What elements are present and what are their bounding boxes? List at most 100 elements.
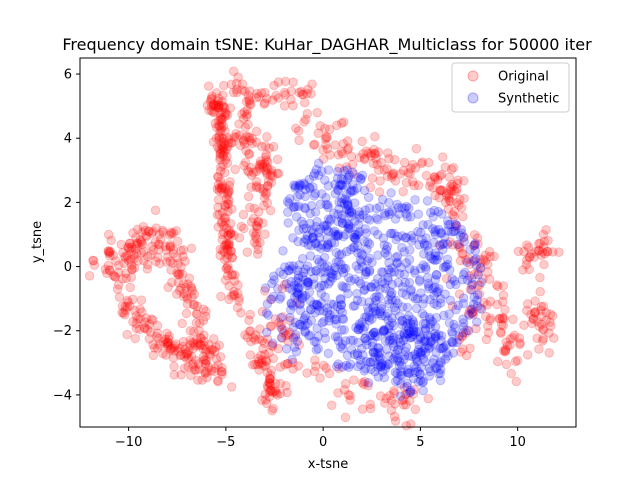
scatter-point-original bbox=[265, 321, 276, 332]
scatter-point-original bbox=[330, 140, 341, 150]
scatter-point-synthetic bbox=[430, 333, 441, 344]
scatter-point-original bbox=[410, 163, 421, 173]
scatter-point-synthetic bbox=[365, 331, 376, 341]
scatter-point-original bbox=[372, 159, 382, 170]
scatter-point-original bbox=[469, 230, 480, 240]
scatter-point-original bbox=[237, 85, 247, 95]
scatter-point-synthetic bbox=[321, 224, 332, 235]
scatter-point-original bbox=[215, 154, 225, 165]
y-tick-label: 4 bbox=[64, 132, 72, 147]
scatter-point-original bbox=[139, 255, 149, 266]
scatter-point-synthetic bbox=[403, 368, 414, 379]
scatter-point-original bbox=[423, 393, 434, 404]
scatter-point-original bbox=[326, 400, 337, 411]
scatter-point-original bbox=[290, 332, 301, 342]
scatter-point-original bbox=[216, 218, 227, 228]
scatter-point-original bbox=[237, 109, 247, 119]
scatter-point-original bbox=[236, 221, 247, 232]
scatter-point-original bbox=[233, 280, 243, 290]
scatter-point-original bbox=[123, 297, 133, 308]
scatter-point-synthetic bbox=[347, 186, 358, 196]
scatter-point-synthetic bbox=[338, 282, 349, 292]
scatter-point-synthetic bbox=[337, 193, 347, 204]
scatter-point-synthetic bbox=[339, 325, 350, 335]
scatter-point-original bbox=[202, 372, 212, 383]
scatter-point-synthetic bbox=[439, 310, 449, 321]
scatter-point-original bbox=[518, 265, 528, 275]
scatter-point-original bbox=[366, 151, 376, 161]
scatter-point-synthetic bbox=[385, 335, 395, 345]
scatter-point-original bbox=[148, 226, 158, 237]
scatter-point-original bbox=[166, 343, 177, 354]
scatter-point-original bbox=[223, 134, 234, 145]
scatter-point-original bbox=[280, 90, 291, 100]
scatter-point-original bbox=[524, 252, 535, 263]
scatter-point-synthetic bbox=[324, 312, 334, 323]
scatter-point-original bbox=[252, 221, 262, 232]
scatter-point-synthetic bbox=[470, 246, 481, 256]
scatter-point-original bbox=[226, 228, 236, 238]
scatter-point-original bbox=[172, 268, 182, 278]
scatter-point-original bbox=[104, 247, 115, 258]
scatter-point-original bbox=[167, 277, 177, 288]
scatter-point-synthetic bbox=[393, 231, 403, 242]
scatter-point-original bbox=[149, 343, 160, 353]
scatter-point-original bbox=[541, 225, 551, 235]
scatter-point-original bbox=[227, 137, 237, 148]
scatter-point-original bbox=[265, 170, 276, 181]
scatter-point-synthetic bbox=[370, 306, 381, 316]
scatter-point-synthetic bbox=[457, 274, 468, 285]
scatter-point-original bbox=[193, 359, 204, 369]
scatter-point-synthetic bbox=[440, 289, 450, 300]
series-original bbox=[84, 66, 564, 431]
scatter-point-original bbox=[360, 376, 370, 387]
scatter-point-original bbox=[224, 281, 234, 291]
scatter-point-original bbox=[199, 341, 209, 351]
scatter-point-original bbox=[321, 363, 331, 373]
scatter-point-original bbox=[261, 189, 271, 200]
scatter-point-original bbox=[129, 305, 140, 316]
scatter-point-original bbox=[219, 213, 230, 224]
scatter-point-synthetic bbox=[306, 304, 316, 315]
scatter-point-original bbox=[120, 309, 130, 320]
scatter-point-synthetic bbox=[374, 355, 385, 365]
scatter-point-synthetic bbox=[353, 220, 364, 230]
scatter-point-original bbox=[538, 301, 549, 312]
scatter-point-synthetic bbox=[323, 279, 334, 289]
scatter-point-synthetic bbox=[344, 170, 355, 181]
scatter-point-original bbox=[315, 121, 326, 131]
scatter-point-original bbox=[152, 328, 163, 339]
scatter-point-original bbox=[185, 340, 195, 350]
scatter-point-original bbox=[245, 99, 255, 109]
scatter-point-original bbox=[222, 253, 232, 264]
scatter-point-original bbox=[450, 222, 460, 232]
scatter-point-synthetic bbox=[417, 308, 428, 319]
scatter-point-original bbox=[262, 198, 273, 208]
scatter-point-original bbox=[345, 390, 355, 401]
scatter-point-original bbox=[130, 333, 140, 344]
scatter-point-synthetic bbox=[400, 277, 411, 288]
scatter-point-synthetic bbox=[413, 209, 424, 219]
scatter-point-original bbox=[220, 107, 230, 118]
scatter-point-synthetic bbox=[431, 347, 442, 358]
scatter-point-original bbox=[495, 313, 505, 324]
scatter-point-original bbox=[186, 352, 197, 362]
scatter-point-synthetic bbox=[341, 360, 352, 371]
scatter-point-synthetic bbox=[470, 240, 480, 250]
scatter-point-synthetic bbox=[285, 194, 295, 204]
scatter-point-original bbox=[220, 155, 231, 165]
scatter-point-original bbox=[241, 145, 251, 156]
scatter-point-original bbox=[136, 236, 146, 247]
scatter-point-original bbox=[221, 109, 231, 119]
scatter-point-original bbox=[224, 294, 234, 305]
scatter-point-synthetic bbox=[414, 276, 425, 287]
scatter-point-original bbox=[447, 240, 458, 250]
scatter-point-original bbox=[146, 250, 156, 260]
scatter-point-original bbox=[180, 344, 190, 355]
scatter-point-original bbox=[127, 264, 137, 275]
scatter-point-original bbox=[217, 369, 227, 380]
scatter-point-original bbox=[114, 292, 125, 303]
scatter-point-synthetic bbox=[336, 180, 347, 190]
scatter-point-original bbox=[172, 236, 183, 247]
scatter-point-original bbox=[338, 138, 349, 149]
